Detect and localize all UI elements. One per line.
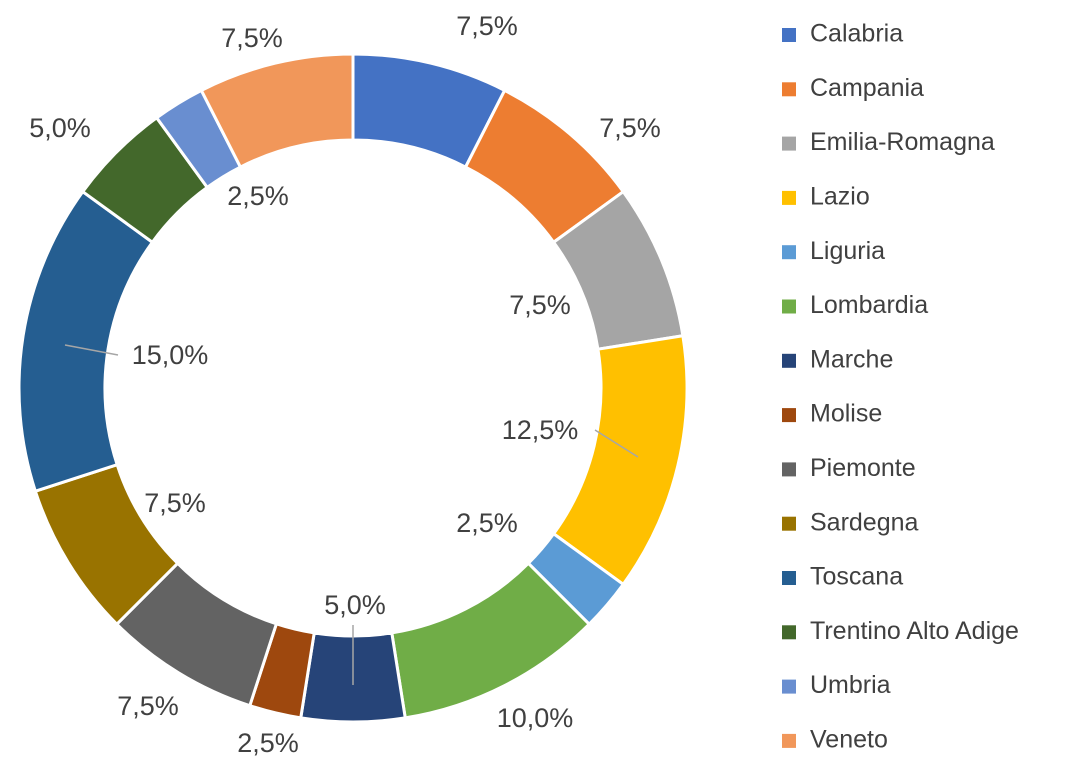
legend-swatch <box>782 625 796 640</box>
legend-label: Emilia-Romagna <box>810 128 995 156</box>
legend-swatch <box>782 136 796 151</box>
legend-swatch <box>782 245 796 260</box>
legend-label: Umbria <box>810 671 891 699</box>
data-label: 12,5% <box>502 415 579 445</box>
legend-label: Veneto <box>810 726 888 754</box>
legend-swatch <box>782 462 796 477</box>
data-label: 7,5% <box>221 23 283 53</box>
leader-line <box>64 344 119 356</box>
legend-label: Toscana <box>810 563 903 591</box>
data-label: 7,5% <box>599 113 661 143</box>
legend-label: Liguria <box>810 237 885 265</box>
data-label: 7,5% <box>117 691 179 721</box>
donut-slice <box>199 52 355 170</box>
data-label: 7,5% <box>509 290 571 320</box>
legend-label: Calabria <box>810 20 903 48</box>
legend-label: Marche <box>810 345 893 373</box>
data-label: 2,5% <box>227 181 289 211</box>
legend-label: Sardegna <box>810 508 919 536</box>
data-label: 7,5% <box>456 11 518 41</box>
legend-label: Molise <box>810 400 882 428</box>
legend-swatch <box>782 733 796 748</box>
legend-swatch <box>782 571 796 585</box>
legend-label: Piemonte <box>810 454 916 482</box>
data-label: 5,0% <box>29 113 91 143</box>
data-label: 2,5% <box>237 728 299 758</box>
legend-swatch <box>782 28 796 42</box>
legend-label: Trentino Alto Adige <box>810 617 1019 645</box>
legend-label: Campania <box>810 74 924 102</box>
legend-swatch <box>782 679 796 694</box>
data-label: 2,5% <box>456 508 518 538</box>
legend-swatch <box>782 408 796 423</box>
data-label: 15,0% <box>132 340 209 370</box>
legend-swatch <box>782 82 796 97</box>
data-label: 10,0% <box>497 703 574 733</box>
legend-swatch <box>782 353 796 368</box>
legend-swatch <box>782 299 796 314</box>
legend-swatch <box>782 190 796 205</box>
leader-line <box>594 429 639 458</box>
data-label: 5,0% <box>324 590 386 620</box>
data-label: 7,5% <box>144 488 206 518</box>
legend-label: Lombardia <box>810 291 928 319</box>
legend-label: Lazio <box>810 183 870 211</box>
legend-swatch <box>782 516 796 531</box>
